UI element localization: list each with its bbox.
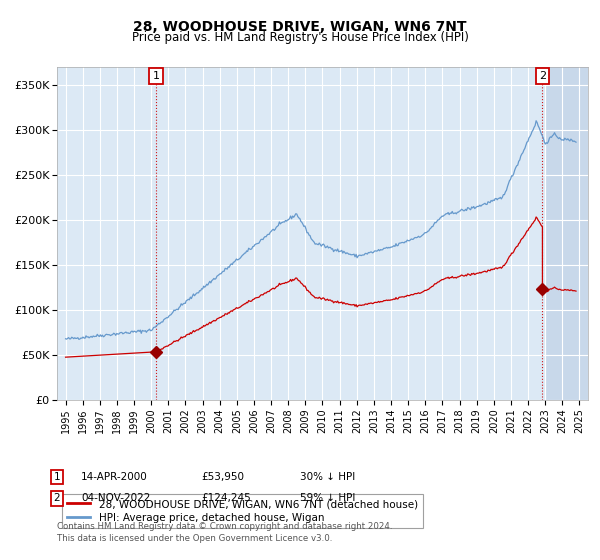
Bar: [545, 67, 588, 400]
Text: Price paid vs. HM Land Registry's House Price Index (HPI): Price paid vs. HM Land Registry's House …: [131, 31, 469, 44]
Text: 14-APR-2000: 14-APR-2000: [81, 472, 148, 482]
Legend: 28, WOODHOUSE DRIVE, WIGAN, WN6 7NT (detached house), HPI: Average price, detach: 28, WOODHOUSE DRIVE, WIGAN, WN6 7NT (det…: [62, 494, 423, 528]
Text: Contains HM Land Registry data © Crown copyright and database right 2024.
This d: Contains HM Land Registry data © Crown c…: [57, 522, 392, 543]
Text: £53,950: £53,950: [201, 472, 244, 482]
Bar: [545, 67, 588, 400]
Text: 1: 1: [53, 472, 61, 482]
Text: 59% ↓ HPI: 59% ↓ HPI: [300, 493, 355, 503]
Text: 2: 2: [539, 71, 546, 81]
Text: £124,245: £124,245: [201, 493, 251, 503]
Text: 1: 1: [152, 71, 160, 81]
Text: 04-NOV-2022: 04-NOV-2022: [81, 493, 151, 503]
Text: 28, WOODHOUSE DRIVE, WIGAN, WN6 7NT: 28, WOODHOUSE DRIVE, WIGAN, WN6 7NT: [133, 20, 467, 34]
Text: 30% ↓ HPI: 30% ↓ HPI: [300, 472, 355, 482]
Text: 2: 2: [53, 493, 61, 503]
Bar: [57, 67, 545, 400]
